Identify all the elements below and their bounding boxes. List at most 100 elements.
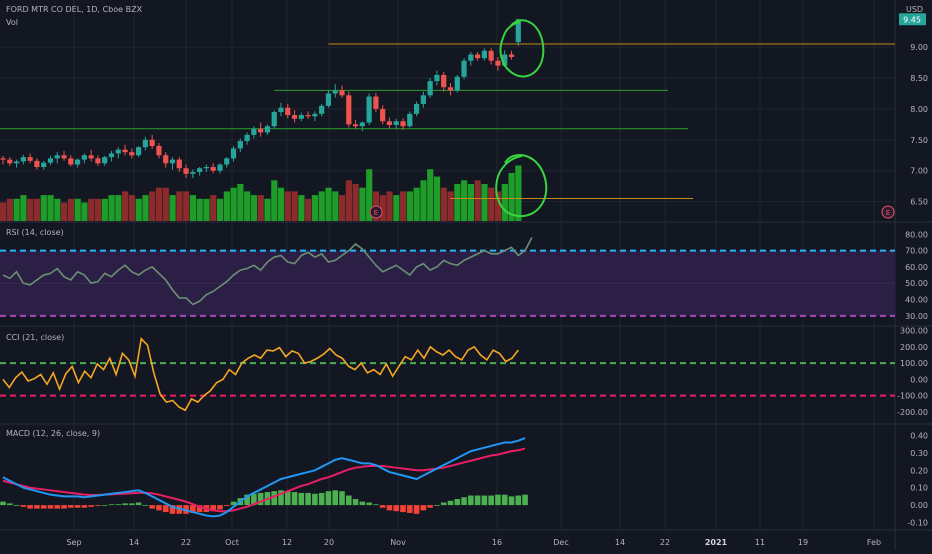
volume-bar (501, 184, 508, 221)
time-tick-label: 11 (755, 538, 765, 547)
candle-body (495, 60, 501, 66)
volume-bar (230, 187, 237, 221)
candle-body (319, 105, 325, 114)
macd-histogram-bar (379, 505, 386, 508)
candle-body (407, 113, 413, 127)
volume-bar (420, 180, 427, 221)
volume-bar (359, 187, 366, 221)
volume-bar (81, 202, 88, 221)
volume-bar (406, 191, 413, 221)
macd-histogram-bar (13, 505, 20, 506)
macd-histogram-bar (149, 505, 155, 509)
candle-body (468, 54, 474, 61)
volume-bar (379, 195, 386, 221)
candle-body (386, 121, 393, 125)
candle-body (508, 54, 515, 57)
volume-bar (311, 195, 319, 221)
volume-bar (467, 184, 475, 221)
cci-tick-label: 0.00 (910, 375, 928, 384)
candle-body (264, 126, 271, 133)
candle-body (74, 159, 81, 165)
time-tick-label: 14 (615, 538, 625, 547)
macd-tick-label: 0.30 (910, 449, 928, 458)
macd-histogram-bar (434, 505, 440, 506)
macd-tick-label: 0.10 (910, 484, 928, 493)
macd-histogram-bar (413, 505, 420, 514)
time-tick-label: Sep (66, 538, 81, 547)
volume-bar (183, 191, 190, 221)
volume-bar (0, 202, 7, 221)
macd-line (2, 437, 526, 518)
volume-bar (352, 184, 359, 221)
time-tick-label: 22 (660, 538, 670, 547)
candle-body (447, 87, 454, 91)
candle-body (7, 159, 13, 164)
candle-body (61, 155, 67, 159)
macd-histogram-bar (210, 505, 216, 512)
volume-bar (94, 198, 102, 221)
macd-histogram-bar (501, 494, 508, 506)
macd-histogram-bar (291, 492, 298, 506)
candle-body (190, 171, 196, 174)
candle-body (163, 155, 169, 164)
macd-histogram-bar (284, 491, 291, 506)
volume-bar (135, 198, 142, 221)
candle-body (251, 128, 257, 135)
volume-bar (237, 184, 244, 221)
earnings-marker-label: E (374, 209, 378, 217)
macd-histogram-bar (217, 505, 223, 510)
time-tick-label: Oct (225, 538, 239, 547)
macd-histogram-bar (488, 495, 494, 506)
macd-histogram-bar (454, 499, 461, 506)
macd-histogram-bar (47, 505, 54, 509)
candle-body (210, 167, 216, 171)
rsi-title: RSI (14, close) (6, 228, 64, 237)
candle-body (502, 54, 508, 66)
macd-histogram-bar (61, 505, 67, 509)
candle-body (380, 108, 386, 122)
volume-bar (101, 198, 108, 221)
macd-histogram-bar (332, 490, 339, 506)
macd-histogram-bar (508, 496, 515, 506)
macd-histogram-bar (312, 493, 318, 506)
macd-histogram-bar (68, 505, 74, 508)
cci-tick-label: -200.00 (897, 408, 928, 417)
macd-histogram-bar (169, 505, 176, 514)
price-tick-label: 9.00 (910, 43, 928, 52)
volume-bar (74, 198, 81, 221)
macd-histogram-bar (305, 492, 311, 506)
macd-histogram-bar (515, 495, 522, 506)
candle-body (95, 158, 101, 164)
time-tick-label: Dec (553, 538, 568, 547)
macd-histogram-bar (74, 505, 81, 508)
volume-bar (447, 191, 454, 221)
candle-body (47, 158, 54, 163)
macd-histogram-bar (407, 505, 413, 513)
candle-body (224, 158, 230, 165)
candle-body (393, 121, 399, 125)
candle-body (285, 107, 291, 116)
candle-body (27, 157, 33, 161)
volume-bar (196, 198, 203, 221)
volume-bar (264, 198, 271, 221)
volume-bar (88, 198, 95, 221)
volume-bar (454, 184, 461, 221)
candle-body (481, 50, 487, 59)
time-tick-label: 20 (324, 538, 334, 547)
volume-bar (13, 198, 20, 221)
candle-body (169, 159, 176, 164)
macd-histogram-bar (223, 505, 230, 506)
macd-histogram-bar (257, 492, 264, 506)
macd-title: MACD (12, 26, close, 9) (6, 429, 101, 438)
price-tick-label: 6.50 (910, 198, 928, 207)
candle-body (332, 90, 338, 94)
volume-bar (345, 180, 352, 221)
earnings-marker-icon (369, 205, 383, 219)
macd-histogram-bar (461, 497, 467, 506)
volume-bar (149, 191, 156, 221)
candle-body (0, 158, 6, 160)
candle-body (366, 96, 372, 123)
macd-histogram-bar (495, 494, 501, 506)
